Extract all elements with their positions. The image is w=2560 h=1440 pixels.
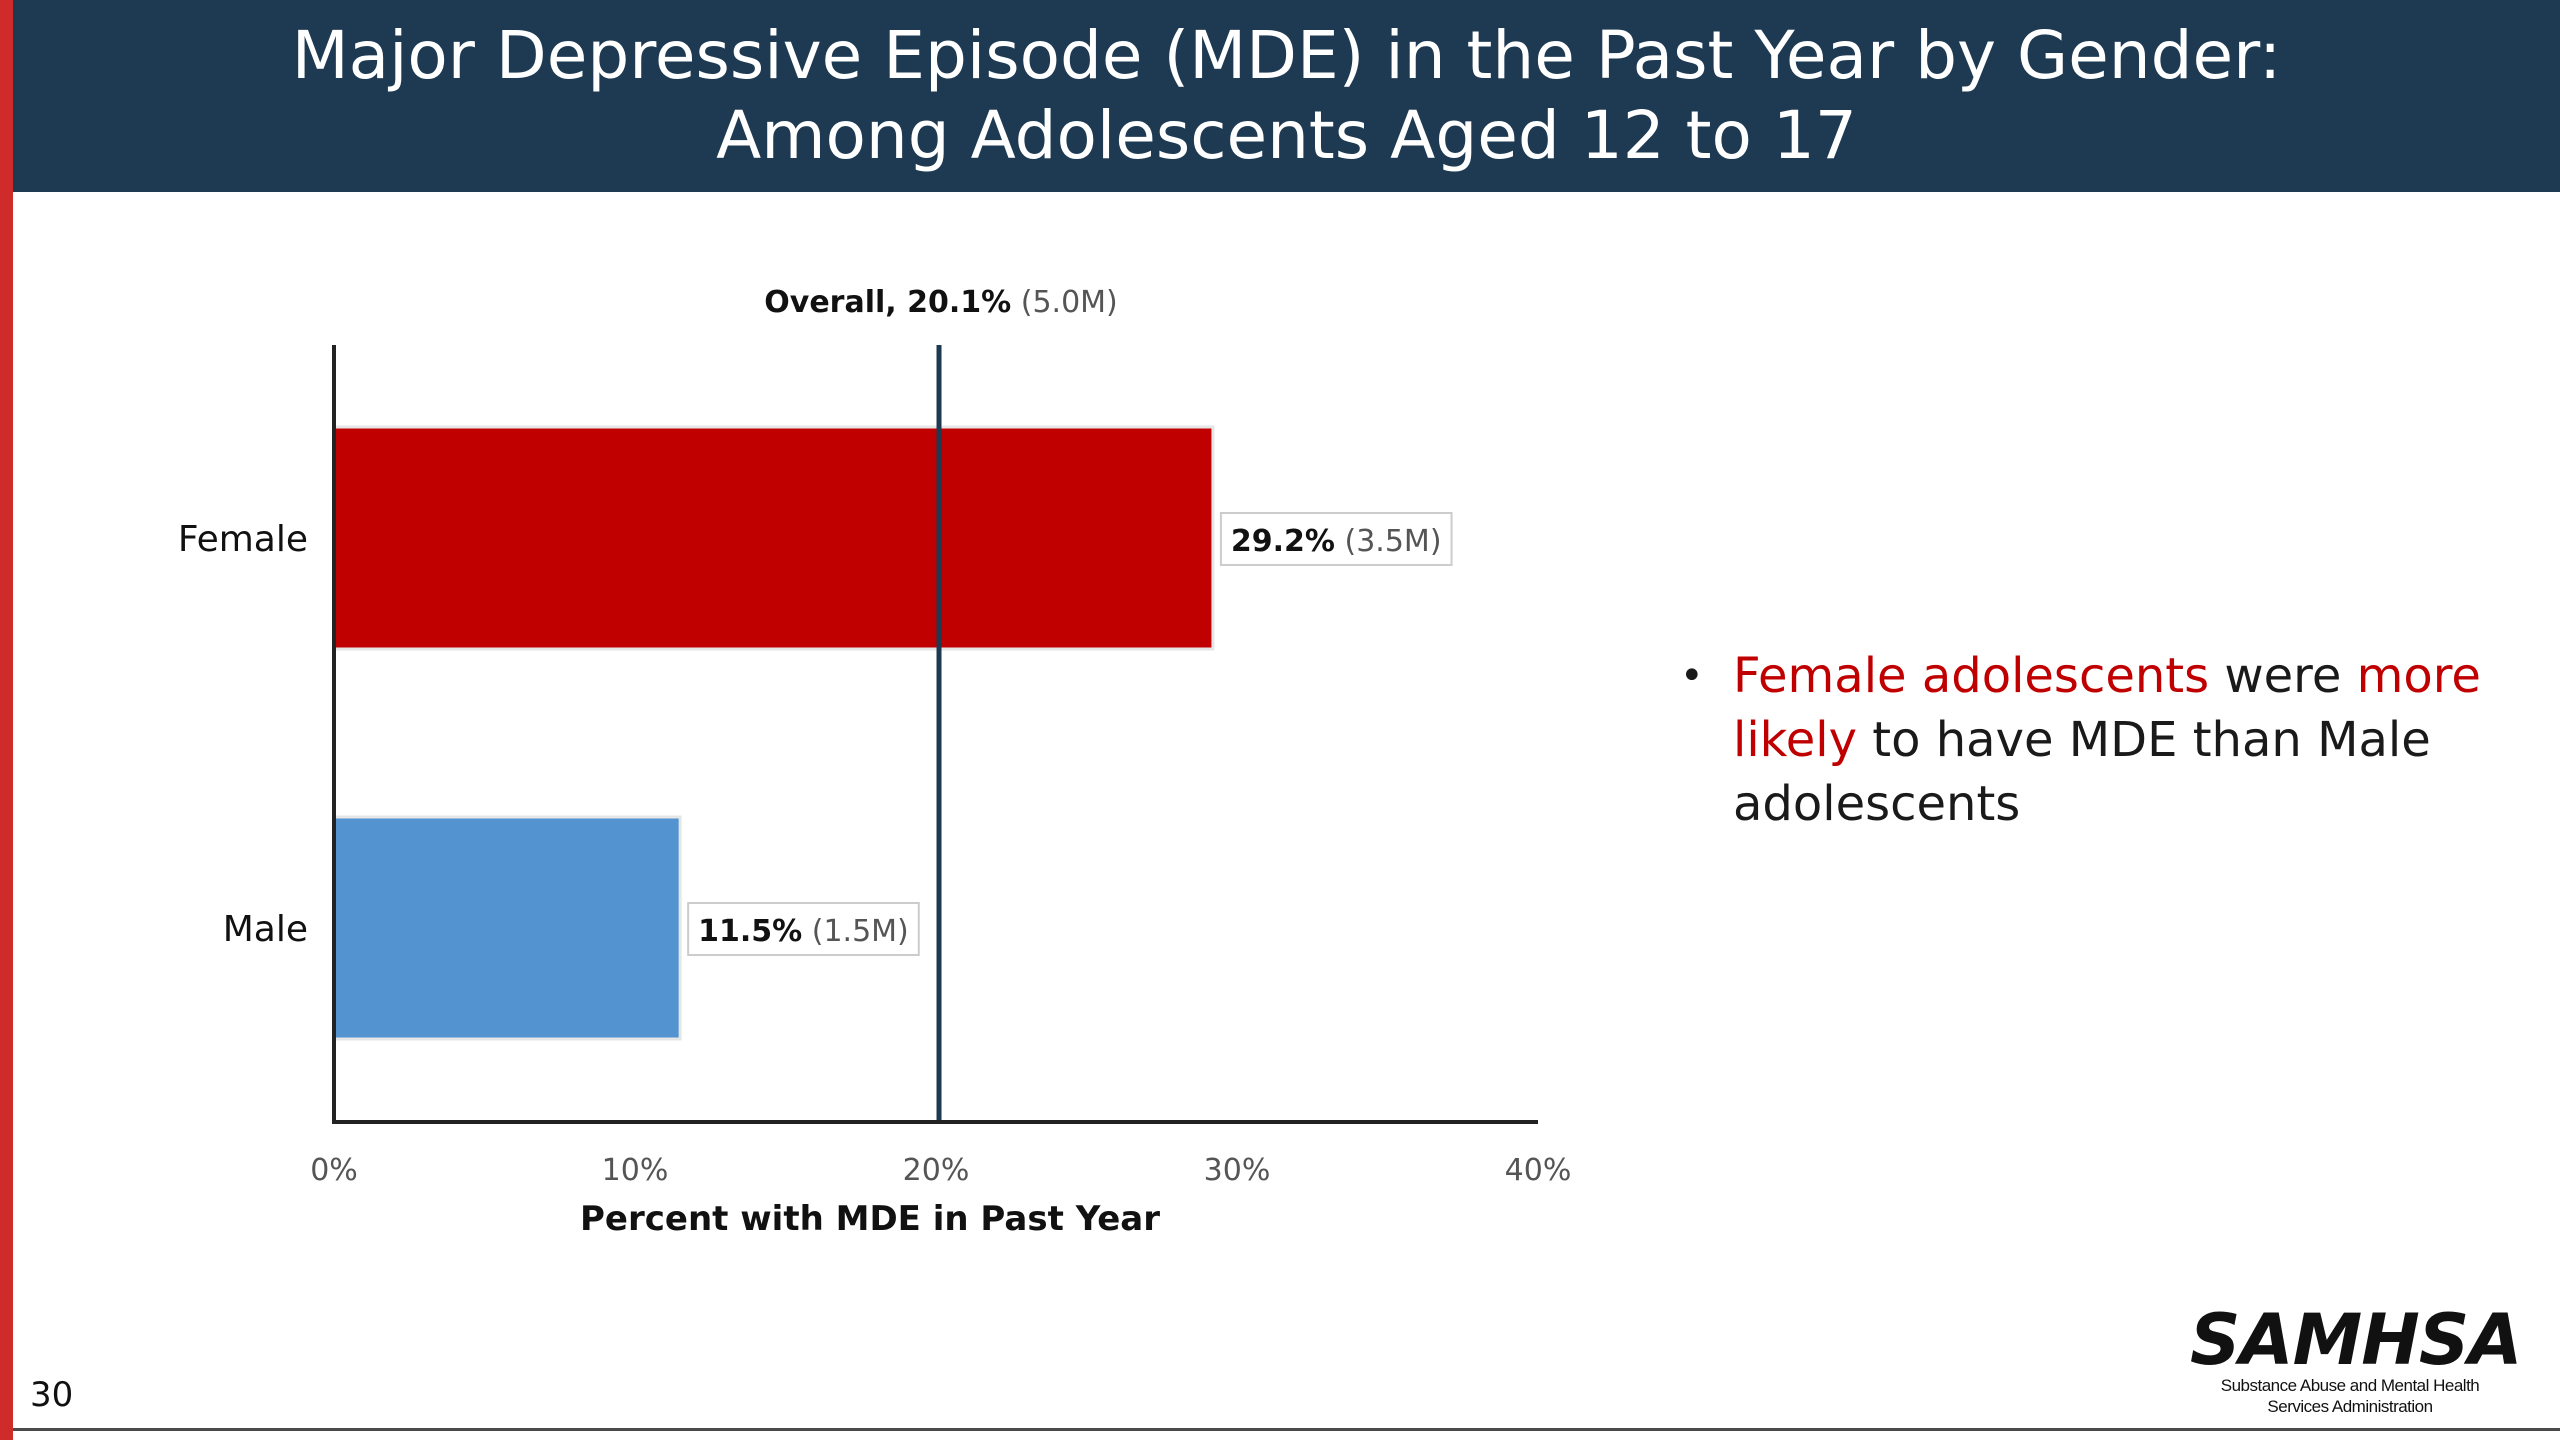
logo-wordmark: SAMHSA [2190, 1299, 2522, 1381]
slide-number: 30 [30, 1375, 74, 1415]
chart-plot-area: Female 29.2% (3.5M) Male 11.5% (1.5M) Overal… [178, 285, 1572, 1239]
category-label-male: Male [223, 909, 308, 950]
data-label-female: 29.2% (3.5M) [1231, 524, 1442, 559]
key-finding-bullet: • Female adolescents were more likely to… [1680, 644, 2510, 836]
bottom-rule [13, 1428, 2560, 1431]
data-label-male: 11.5% (1.5M) [698, 914, 909, 949]
x-tick-label-10: 10% [602, 1153, 669, 1188]
left-accent-bar [0, 0, 13, 1440]
bullet-segment-4: to have MDE than Male adolescents [1733, 712, 2431, 832]
bullet-segment-3: more likely [1733, 648, 2481, 768]
category-label-female: Female [178, 519, 308, 560]
slide-header: Major Depressive Episode (MDE) in the Pa… [13, 0, 2560, 192]
x-tick-label-40: 40% [1505, 1153, 1572, 1188]
x-tick-label-30: 30% [1204, 1153, 1271, 1188]
data-label-box-female [1219, 512, 1453, 566]
x-axis-title: Percent with MDE in Past Year [580, 1199, 1160, 1239]
x-tick-label-20: 20% [903, 1153, 970, 1188]
bullet-dot-icon: • [1680, 653, 1704, 699]
slide-title-line-1: Major Depressive Episode (MDE) in the Pa… [291, 17, 2282, 94]
bar-female [332, 425, 1215, 651]
slide-title-line-2: Among Adolescents Aged 12 to 17 [716, 97, 1857, 174]
bar-male [332, 815, 682, 1041]
bullet-text: Female adolescents were more likely to h… [1733, 644, 2510, 836]
x-tick-label-0: 0% [310, 1153, 358, 1188]
overall-reference-label: Overall, 20.1% (5.0M) [764, 285, 1117, 320]
logo-subtitle-line-2: Services Administration [2267, 1397, 2433, 1416]
samhsa-logo: SAMHSA Substance Abuse and Mental Health… [2190, 1299, 2522, 1417]
data-label-box-male [687, 902, 920, 956]
logo-subtitle-line-1: Substance Abuse and Mental Health [2220, 1376, 2480, 1395]
bullet-segment-2: were [2209, 648, 2357, 704]
bullet-segment-1: Female adolescents [1733, 648, 2210, 704]
